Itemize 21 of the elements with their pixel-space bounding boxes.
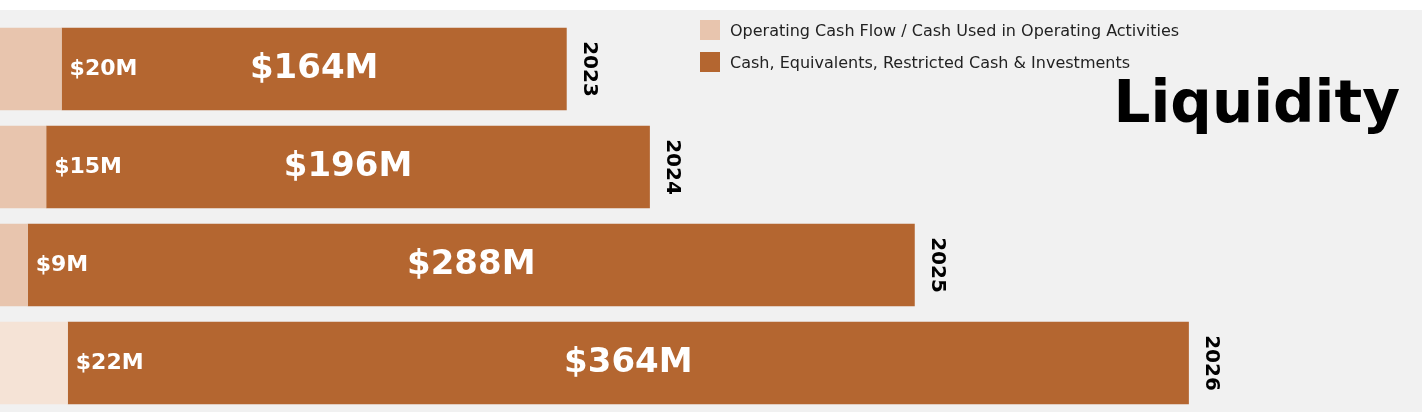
y-tick-label: 2024 bbox=[661, 139, 686, 195]
bar bbox=[0, 321, 68, 405]
data-label: $20M bbox=[69, 54, 138, 80]
y-tick-label: 2023 bbox=[578, 41, 603, 97]
bar bbox=[0, 223, 28, 307]
bar bbox=[46, 125, 650, 209]
data-label: $196M bbox=[283, 143, 413, 184]
data-label: $9M bbox=[35, 250, 89, 276]
data-label: $22M bbox=[75, 348, 144, 374]
bar bbox=[67, 321, 1189, 405]
data-label: $164M bbox=[249, 45, 379, 86]
bar bbox=[0, 27, 62, 111]
data-label: $15M bbox=[54, 152, 123, 178]
y-tick-label: 2026 bbox=[1200, 335, 1225, 391]
bar bbox=[61, 27, 567, 111]
y-tick-label: 2025 bbox=[926, 237, 951, 293]
bar bbox=[27, 223, 915, 307]
data-label: $288M bbox=[407, 241, 536, 282]
data-label: $364M bbox=[564, 339, 693, 380]
legend-label: Operating Cash Flow / Cash Used in Operating Activities bbox=[730, 20, 1180, 40]
bar bbox=[0, 125, 47, 209]
